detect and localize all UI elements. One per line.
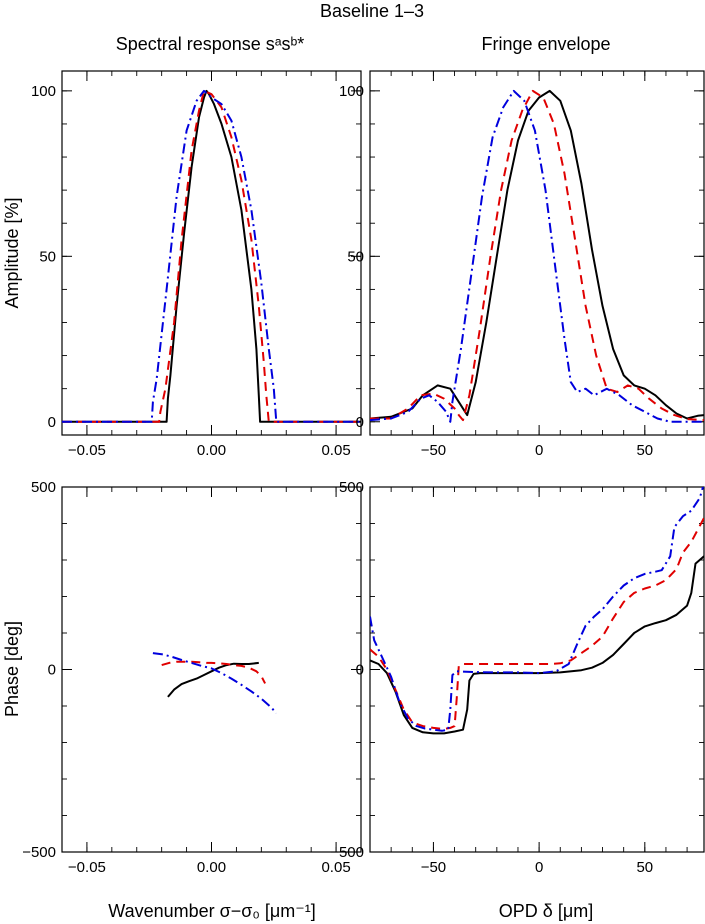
fringe-amplitude-panel: −50 0 50 0 50 100 (339, 70, 705, 459)
spectral-phase-series-3 (152, 652, 278, 714)
col-title-fringe: Fringe envelope (481, 34, 610, 54)
spectral-amplitude-series-1 (62, 89, 361, 423)
x-tick-label: 0 (535, 442, 543, 459)
spectral-phase-series-1 (167, 661, 259, 698)
fringe-phase-series-2 (370, 517, 704, 730)
y-tick-label: 500 (31, 479, 56, 496)
xlabel-wavenumber: Wavenumber σ−σ₀ [μm⁻¹] (108, 901, 315, 921)
x-tick-label: 0.05 (321, 859, 350, 876)
fringe-phase-frame (369, 486, 705, 853)
x-tick-label: 0.05 (321, 442, 350, 459)
fringe-phase-series-1 (370, 555, 704, 735)
x-tick-label: 0 (535, 859, 543, 876)
xlabel-opd: OPD δ [μm] (499, 901, 593, 921)
x-tick-label: 50 (636, 859, 653, 876)
y-tick-label: 50 (39, 248, 56, 265)
ylabel-amplitude: Amplitude [%] (2, 197, 22, 308)
y-tick-label: −500 (330, 844, 364, 861)
y-tick-label: 0 (356, 662, 364, 679)
y-tick-label: 100 (339, 83, 364, 100)
x-tick-label: 50 (636, 442, 653, 459)
y-tick-label: 0 (48, 662, 56, 679)
spectral-amplitude-panel: −0.05 0.00 0.05 0 50 100 (31, 70, 362, 459)
x-tick-label: −0.05 (68, 859, 106, 876)
spectral-phase-series-2 (161, 660, 266, 684)
y-tick-label: 500 (339, 479, 364, 496)
x-tick-label: 0.00 (197, 442, 226, 459)
x-tick-label: −0.05 (68, 442, 106, 459)
x-tick-label: −50 (421, 859, 446, 876)
x-tick-label: −50 (421, 442, 446, 459)
fringe-amplitude-series-1 (370, 89, 704, 420)
spectral-amplitude-series-2 (62, 89, 361, 423)
fringe-phase-series-3 (370, 487, 704, 732)
y-tick-label: 0 (48, 414, 56, 431)
fringe-amplitude-series-2 (370, 89, 704, 422)
x-tick-label: 0.00 (197, 859, 226, 876)
ylabel-phase: Phase [deg] (2, 621, 22, 717)
y-tick-label: 50 (347, 248, 364, 265)
col-title-spectral: Spectral response sᵃsᵇ* (116, 34, 305, 54)
fringe-amplitude-series-3 (370, 89, 704, 423)
y-tick-label: 100 (31, 83, 56, 100)
y-tick-label: 0 (356, 414, 364, 431)
figure-title: Baseline 1–3 (320, 1, 424, 21)
spectral-amplitude-frame (61, 70, 362, 436)
spectral-amplitude-series-3 (62, 89, 361, 423)
y-tick-label: −500 (22, 844, 56, 861)
fringe-amplitude-frame (369, 70, 705, 436)
